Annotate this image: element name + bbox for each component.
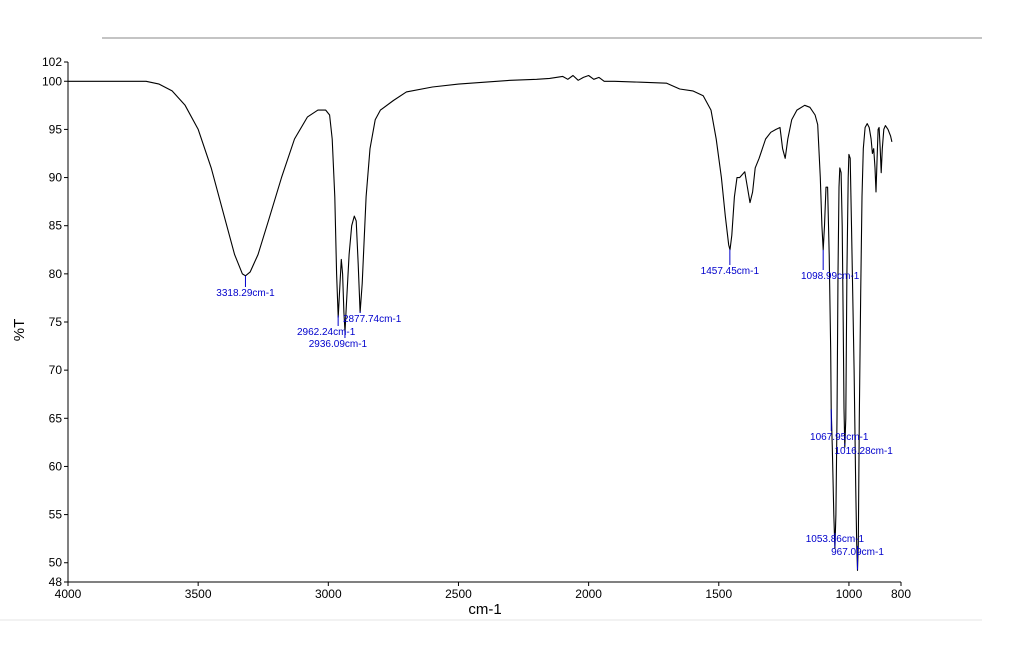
y-tick-label: 100: [42, 74, 62, 88]
x-tick-label: 3500: [185, 587, 212, 601]
x-tick-label: 2500: [445, 587, 472, 601]
y-tick-label: 75: [49, 315, 63, 329]
y-tick-label: 60: [49, 459, 63, 473]
y-tick-label: 80: [49, 267, 63, 281]
y-tick-label: 48: [49, 575, 63, 589]
y-tick-label: 50: [49, 556, 63, 570]
y-axis: 48 50 55 60 65 70 75 80 85 90 95 100 102: [42, 55, 68, 589]
y-tick-label: 95: [49, 122, 63, 136]
series-layer: [68, 74, 893, 571]
spectrum-line: [68, 74, 893, 571]
x-tick-label: 2000: [575, 587, 602, 601]
y-tick-label: 85: [49, 219, 63, 233]
x-tick-label: 800: [891, 587, 911, 601]
x-axis: 4000 3500 3000 2500 2000 1500 1000 800: [55, 582, 911, 601]
peak-label: 3318.29cm-1: [216, 288, 275, 299]
peak-label: 2936.09cm-1: [309, 339, 368, 350]
peak-label: 1098.99cm-1: [801, 271, 860, 282]
y-tick-label: 70: [49, 363, 63, 377]
peak-label: 2877.74cm-1: [343, 314, 402, 325]
x-tick-label: 4000: [55, 587, 82, 601]
peak-label: 1016.28cm-1: [835, 446, 894, 457]
y-tick-label: 102: [42, 55, 62, 69]
x-axis-title: cm-1: [468, 601, 501, 618]
y-tick-label: 55: [49, 508, 63, 522]
x-tick-label: 3000: [315, 587, 342, 601]
x-tick-label: 1500: [705, 587, 732, 601]
peak-label: 1457.45cm-1: [701, 266, 760, 277]
y-axis-title: %T: [11, 319, 28, 342]
peak-label: 1067.95cm-1: [810, 432, 869, 443]
peak-label: 2962.24cm-1: [297, 327, 356, 338]
peak-label: 967.09cm-1: [831, 547, 884, 558]
x-tick-label: 1000: [836, 587, 863, 601]
peak-label: 1053.86cm-1: [806, 534, 865, 545]
plot-frame: [67, 62, 901, 583]
y-tick-label: 90: [49, 171, 63, 185]
y-tick-label: 65: [49, 411, 63, 425]
